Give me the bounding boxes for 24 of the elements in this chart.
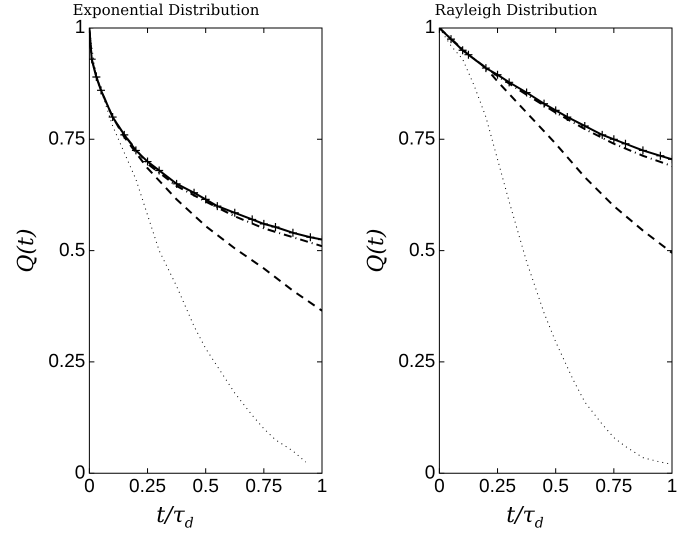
y-tick-label: 0.75 — [48, 128, 86, 150]
x-axis-title: t/τ$_{d}$ — [505, 503, 545, 532]
x-tick-label: 0.5 — [192, 476, 219, 497]
chart-title: Exponential Distribution — [72, 0, 260, 19]
y-tick-label: 0.25 — [48, 351, 86, 372]
y-tick-label: 0 — [424, 462, 436, 484]
x-tick-label: 1 — [316, 476, 328, 497]
y-tick-label: 0.5 — [58, 240, 86, 261]
x-tick-label: 0.75 — [245, 476, 282, 497]
chart-title: Rayleigh Distribution — [434, 0, 598, 19]
x-tick-label: 1 — [666, 476, 678, 497]
y-tick-label: 1 — [424, 17, 436, 38]
y-tick-label: 1 — [74, 17, 86, 38]
y-tick-label: 0.5 — [408, 240, 436, 261]
x-tick-label: 0.5 — [542, 476, 569, 497]
y-tick-label: 0.25 — [398, 351, 436, 372]
y-axis-title: Q(t) — [364, 228, 389, 273]
y-axis-title: Q(t) — [14, 228, 39, 273]
x-axis-title: t/τ$_{d}$ — [155, 503, 195, 532]
x-tick-label: 0.75 — [595, 476, 632, 497]
y-tick-label: 0 — [74, 462, 86, 484]
x-tick-label: 0.25 — [129, 476, 166, 497]
y-tick-label: 0.75 — [398, 128, 436, 150]
x-tick-label: 0.25 — [479, 476, 516, 497]
